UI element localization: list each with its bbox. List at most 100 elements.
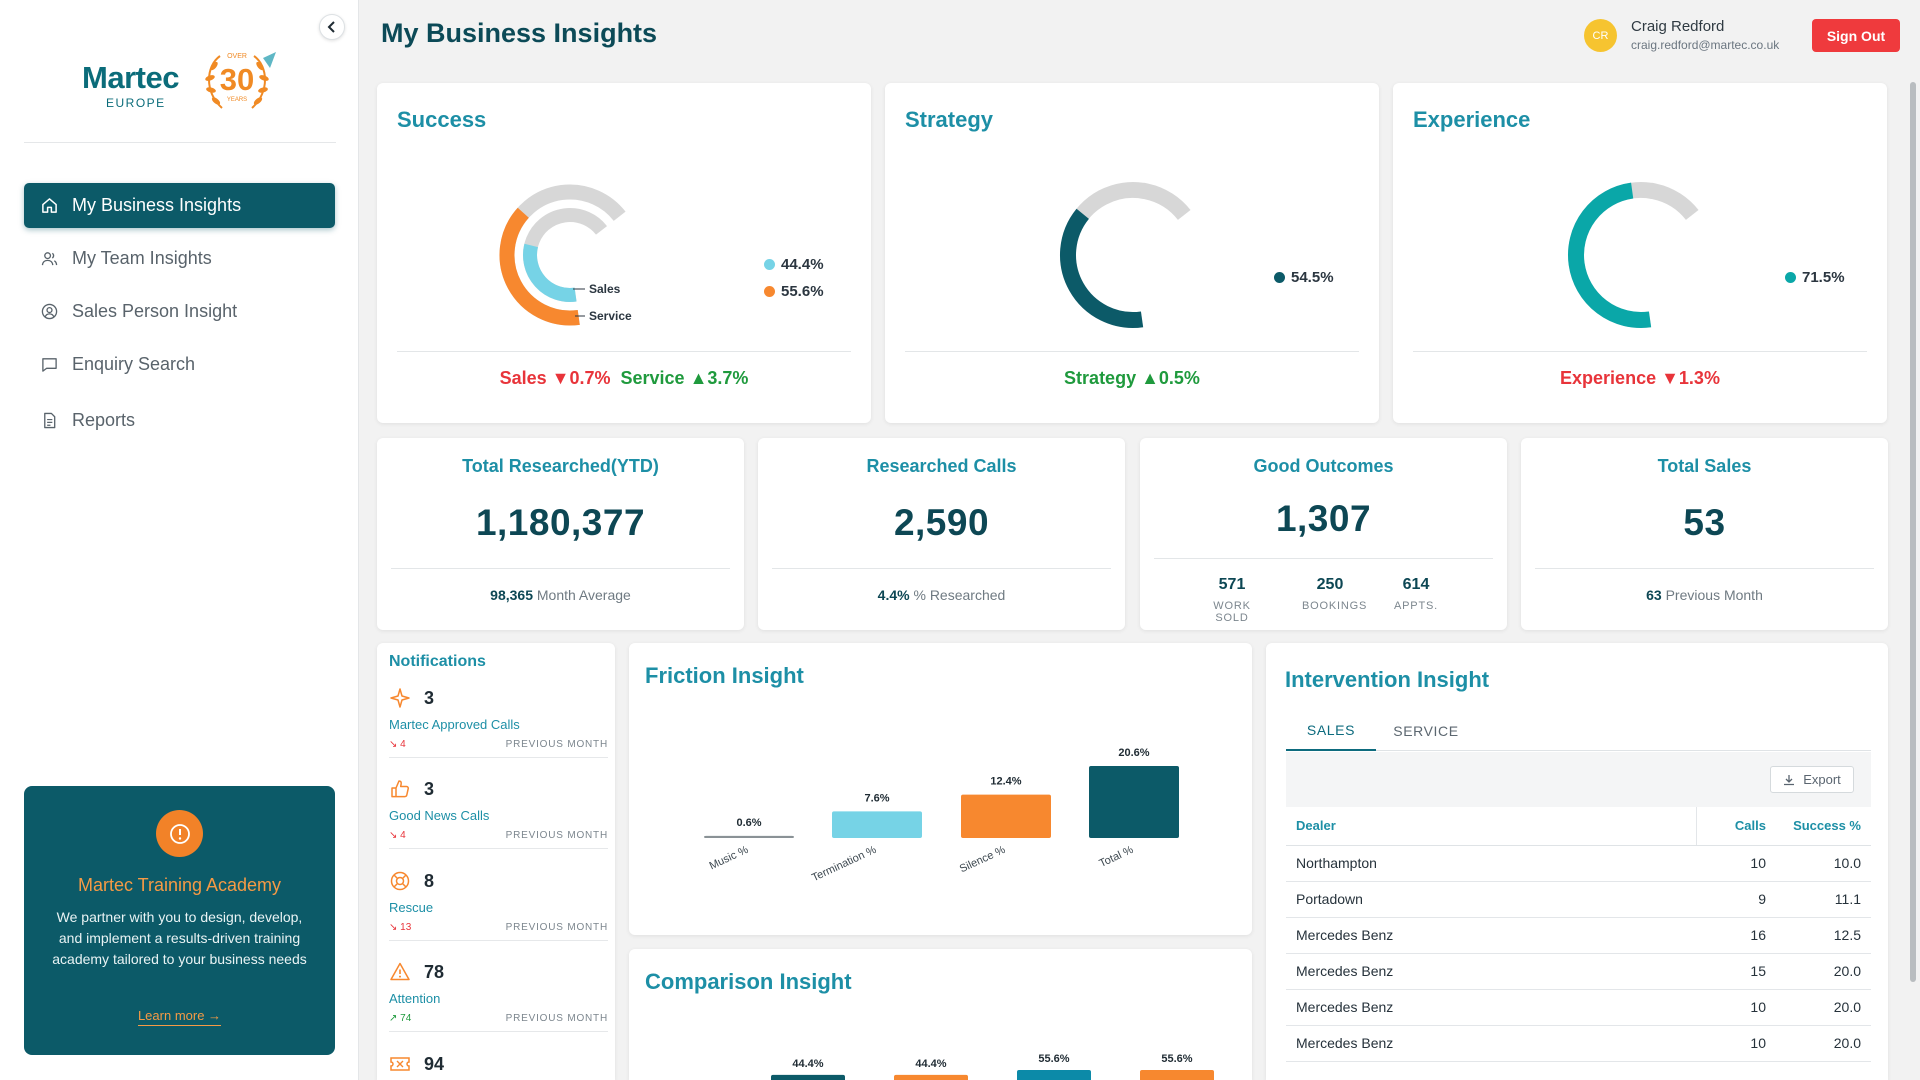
notification-head: 3 [389,776,608,802]
card-title: Comparison Insight [645,969,852,994]
stat-title: Total Sales [1657,456,1752,476]
good-outcomes-card: Good Outcomes 1,307 571 WORK SOLD 250 BOOK… [1140,438,1507,630]
column-header-success[interactable]: Success % [1776,807,1871,846]
card-title: Success [397,107,487,132]
comparison-bar-label: 44.4% [915,1058,946,1070]
card-divider [397,351,851,352]
comparison-insight-card: Comparison Insight 44.4% 44.4% 55.6% 55.6% [629,949,1252,1080]
friction-category-label: Total % [1097,844,1135,870]
notification-head: 94 [389,1051,608,1077]
sub-value: 571 [1218,576,1246,593]
notification-item[interactable]: 3 Good News Calls ↘ 4 PREVIOUS MONTH [389,776,608,849]
thumbs-up-icon [391,780,410,798]
table-row[interactable]: Mercedes Benz 16 12.5 [1286,917,1871,954]
sign-out-button[interactable]: Sign Out [1812,19,1900,52]
tab-service[interactable]: SERVICE [1393,723,1459,739]
trend-value: ▲3.7% [689,368,749,388]
calls-cell: 16 [1696,917,1776,954]
notifications-card: Notifications 3 Martec Approved Calls ↘ … [377,643,615,1080]
total-sales-card: Total Sales 53 63 Previous Month [1521,438,1888,630]
notification-head: 3 [389,685,608,711]
sidebar-item-label: Sales Person Insight [72,301,238,321]
legend-experience: 71.5% [1785,269,1845,286]
scrollbar-thumb[interactable] [1910,82,1916,982]
trend-up-icon: ↗ [389,1013,398,1024]
card-title: Experience [1413,107,1531,132]
notification-head: 78 [389,959,608,985]
notification-label: Good News Calls [389,808,490,823]
friction-category-label: Termination % [810,844,878,884]
service-value-arc [499,207,580,326]
sidebar-item-my-team-insights[interactable]: My Team Insights [24,236,335,281]
friction-category-label: Music % [708,844,751,873]
card-divider [1535,568,1874,569]
foot-label: Previous Month [1665,587,1763,603]
legend-value: 54.5% [1291,269,1334,286]
column-header-dealer[interactable]: Dealer [1286,807,1696,846]
page-scrollbar[interactable] [1908,68,1918,1080]
learn-more-link[interactable]: Learn more → [137,1008,222,1026]
trend-down-icon: ↘ [389,830,398,841]
table-row[interactable]: Mercedes Benz 10 20.0 [1286,1025,1871,1062]
logo-years-text: YEARS [226,97,248,103]
calls-cell: 10 [1696,1025,1776,1062]
table-row[interactable]: Northampton 10 10.0 [1286,845,1871,882]
legend-strategy: 54.5% [1274,269,1334,286]
table-row[interactable]: Mercedes Benz 15 20.0 [1286,953,1871,990]
dealer-cell: Mercedes Benz [1286,1025,1696,1062]
notification-item[interactable]: 94 [389,1051,608,1077]
sidebar-item-sales-person-insight[interactable]: Sales Person Insight [24,289,335,334]
legend-sales: 44.4% [764,256,824,273]
notification-item[interactable]: 3 Martec Approved Calls ↘ 4 PREVIOUS MON… [389,685,608,758]
legend-dot [1785,272,1796,283]
stat-value: 1,180,377 [475,502,646,543]
calls-cell: 10 [1696,845,1776,882]
success-cell: 20.0 [1776,953,1871,990]
comparison-bar [1140,1070,1214,1080]
tab-sales[interactable]: SALES [1286,711,1376,751]
trend-label: Experience [1560,368,1657,388]
intervention-table-panel: Export Dealer Calls Success % Northampto… [1286,752,1871,1062]
sidebar-item-my-business-insights[interactable]: My Business Insights [24,183,335,228]
friction-bar-label: 12.4% [990,776,1021,788]
notification-label: Martec Approved Calls [389,717,520,732]
table-row[interactable]: Mercedes Benz 10 20.0 [1286,989,1871,1026]
message-icon [42,358,57,372]
calls-cell: 9 [1696,881,1776,918]
export-button[interactable]: Export [1770,766,1854,793]
service-arc-label: Service [589,309,632,323]
success-cell: 10.0 [1776,845,1871,882]
sidebar-item-reports[interactable]: Reports [24,398,335,443]
sidebar-divider [24,142,336,143]
success-cell: 20.0 [1776,1025,1871,1062]
academy-title: Martec Training Academy [77,875,282,895]
table-row[interactable]: Portadown 9 11.1 [1286,881,1871,918]
comparison-bar [1017,1070,1091,1080]
experience-value-arc [1568,182,1652,328]
legend-value: 71.5% [1802,269,1845,286]
legend-service: 55.6% [764,283,824,300]
legend-value: 44.4% [781,256,824,273]
dealer-cell: Mercedes Benz [1286,989,1696,1026]
trend-down-value: ↘ 4 [389,830,406,841]
avatar[interactable]: CR [1584,19,1617,52]
training-academy-card: Martec Training Academy We partner with … [24,786,335,1055]
notification-label: Attention [389,991,441,1006]
stat-title: Good Outcomes [1253,456,1394,476]
logo-wordmark: Martec [82,60,179,95]
column-header-calls[interactable]: Calls [1695,807,1776,846]
collapse-sidebar-button[interactable] [319,14,345,40]
appts-stat: 614 APPTS. [1388,576,1444,612]
sub-label: WORK SOLD [1213,600,1251,624]
notification-item[interactable]: 78 Attention ↗ 74 PREVIOUS MONTH [389,959,608,1032]
comparison-bar-label: 44.4% [792,1058,823,1070]
martec-logo[interactable]: Martec EUROPE OVER 30 YEARS [82,44,282,116]
notification-item[interactable]: 8 Rescue ↘ 13 PREVIOUS MONTH [389,868,608,941]
dealer-cell: Portadown [1286,881,1696,918]
laurel-icon [205,52,276,109]
comparison-bar [771,1074,845,1080]
download-icon [1784,774,1795,785]
sidebar-item-enquiry-search[interactable]: Enquiry Search [24,342,335,387]
dealer-cell: Northampton [1286,845,1696,882]
dealer-cell: Mercedes Benz [1286,917,1696,954]
